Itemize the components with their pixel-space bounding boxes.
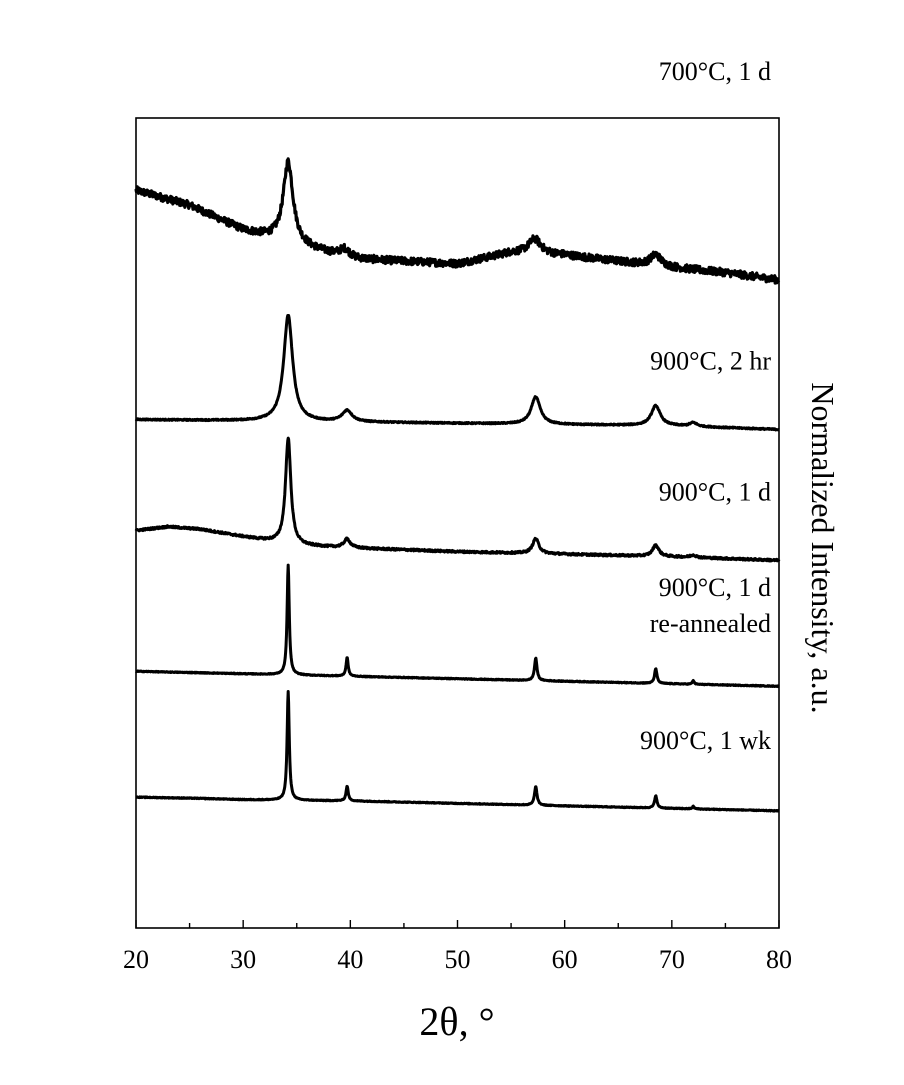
series-label: re-annealed: [650, 609, 771, 638]
series-line: [134, 690, 781, 813]
x-tick-layer: 20 30 40 50 60 70 80: [123, 920, 792, 974]
y-axis-title: Normalized Intensity, a.u.: [805, 382, 841, 713]
series-line: [134, 313, 781, 432]
x-tick-label: 20: [123, 945, 149, 974]
series-layer: [134, 157, 781, 813]
series-label: 900°C, 1 wk: [640, 726, 771, 755]
plot-frame: [135, 117, 780, 929]
series-label: 900°C, 2 hr: [650, 347, 771, 376]
x-tick-label: 70: [659, 945, 685, 974]
series-line: [134, 563, 781, 689]
x-tick-label: 80: [766, 945, 792, 974]
x-tick-label: 60: [552, 945, 578, 974]
series-line: [134, 157, 781, 285]
series-label: 900°C, 1 d: [659, 477, 771, 506]
x-tick-label: 40: [337, 945, 363, 974]
x-tick-label: 50: [445, 945, 471, 974]
x-tick-label: 30: [230, 945, 256, 974]
series-label: 900°C, 1 d: [659, 573, 771, 602]
x-axis-title: 2θ, °: [419, 999, 494, 1044]
series-label: 700°C, 1 d: [659, 57, 771, 86]
series-line: [134, 436, 781, 563]
series-label-layer: 700°C, 1 d 900°C, 2 hr 900°C, 1 d 900°C, 1 …: [640, 57, 771, 755]
